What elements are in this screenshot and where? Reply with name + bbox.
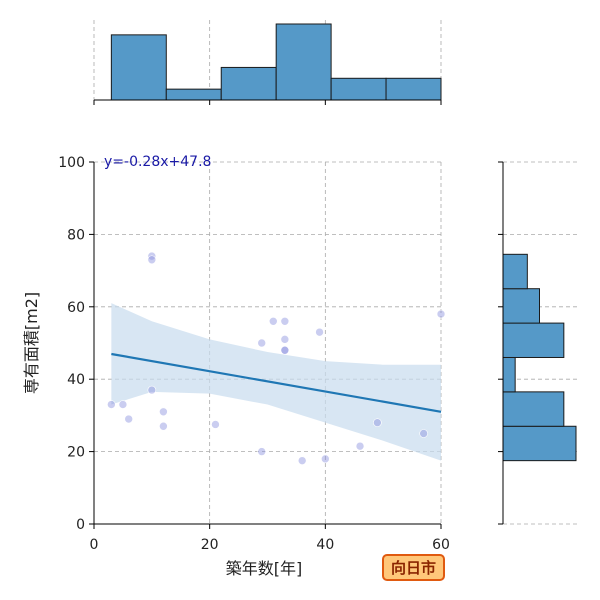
y-tick-label: 20 (67, 445, 85, 461)
y-tick-label: 40 (67, 372, 85, 388)
scatter-point (159, 407, 168, 417)
right-histogram-bar (502, 356, 516, 393)
scatter-point (147, 385, 157, 395)
x-tick-label: 40 (316, 537, 334, 553)
top-histogram-bar (165, 88, 222, 101)
top-histogram (93, 20, 442, 105)
x-tick-label: 60 (432, 537, 450, 553)
scatter-point (419, 429, 428, 438)
y-tick-label: 60 (67, 300, 85, 316)
scatter-point (124, 414, 133, 424)
scatter-point (280, 316, 290, 326)
regression-line (111, 352, 442, 413)
scatter-point (159, 421, 168, 431)
scatter-point (118, 400, 128, 409)
x-tick-label: 0 (90, 537, 99, 553)
top-histogram-bar (385, 77, 442, 101)
scatter-point (268, 316, 278, 326)
city-badge: 向日市 (382, 554, 445, 581)
y-tick-label: 80 (67, 227, 85, 243)
scatter-point (257, 338, 267, 348)
scatter-point (147, 251, 157, 261)
right-histogram (498, 161, 580, 525)
scatter-point (280, 335, 290, 344)
scatter-point (355, 441, 365, 451)
city-badge-label: 向日市 (391, 559, 436, 577)
scatter-plot-area: 0 20 40 60 0 20 40 60 80 100 (58, 155, 450, 553)
right-histogram-bar (502, 425, 577, 462)
top-histogram-bar (275, 23, 332, 101)
city-badge-box (382, 554, 445, 581)
top-histogram-bar (220, 66, 277, 101)
scatter-point (373, 418, 382, 427)
scatter-point (321, 454, 330, 464)
scatter-point (257, 447, 267, 456)
right-histogram-bar (502, 322, 565, 358)
right-histogram-bar (502, 391, 565, 427)
right-histogram-bar (502, 288, 540, 324)
scatter-point (280, 345, 290, 355)
top-histogram-bar (330, 77, 387, 101)
y-axis-label: 専有面積[m2] (22, 292, 41, 394)
y-tick-label: 0 (76, 517, 85, 533)
x-axis-label: 築年数[年] (226, 559, 303, 578)
scatter-point (436, 309, 446, 319)
x-tick-label: 20 (201, 537, 219, 553)
regression-equation: y=-0.28x+47.8 (104, 154, 211, 170)
scatter-point (315, 327, 324, 337)
scatter-point (297, 456, 307, 465)
top-histogram-bar (110, 34, 167, 101)
right-histogram-bar (502, 253, 528, 290)
scatter-point (211, 420, 220, 429)
scatter-point (147, 255, 157, 265)
y-tick-label: 100 (58, 155, 85, 171)
scatter-point (107, 400, 116, 409)
